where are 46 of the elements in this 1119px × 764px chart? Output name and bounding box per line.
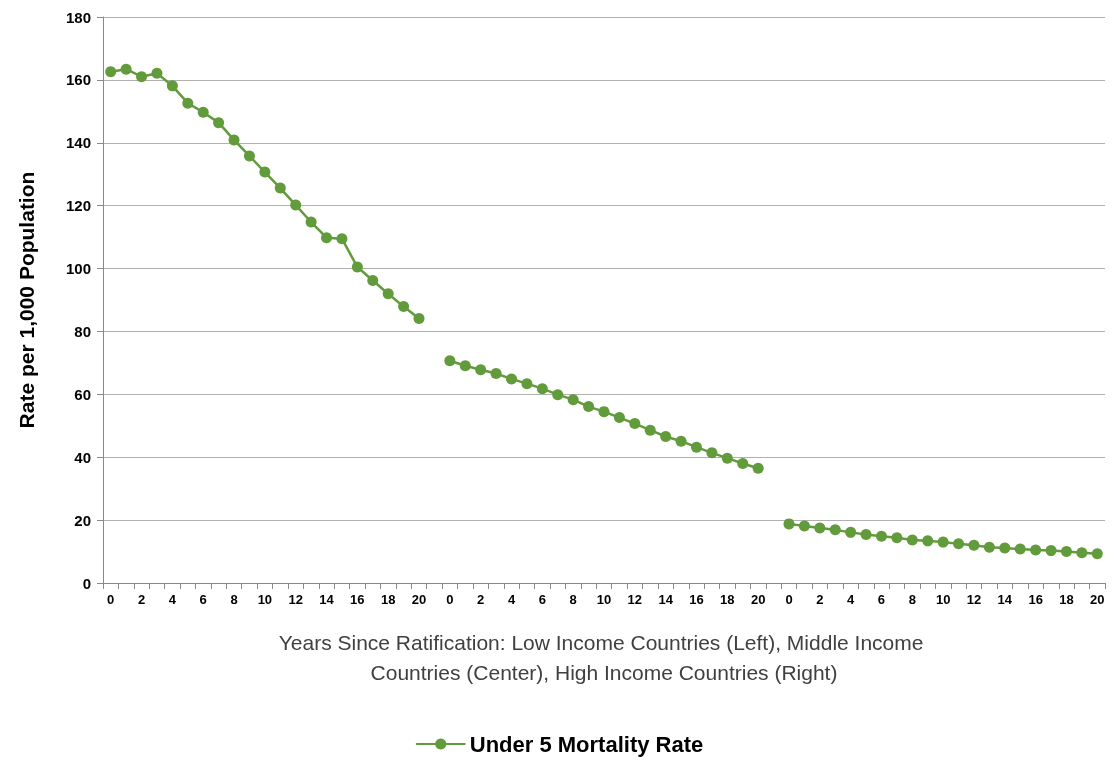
x-tick-label: 10 [257,592,273,607]
x-tick-label: 20 [750,592,766,607]
x-tick-label: 10 [935,592,951,607]
x-tick-label: 6 [877,592,886,607]
x-tick-label: 20 [1090,592,1105,607]
x-tick-label: 2 [816,592,824,607]
x-tick-label: 4 [847,592,856,607]
x-tick-label: 14 [319,592,335,607]
x-tick-label: 16 [689,592,704,607]
x-tick-label: 18 [380,592,396,607]
x-tick-label: 12 [288,592,303,607]
x-tick-label: 10 [596,592,612,607]
legend-label: Under 5 Mortality Rate [469,731,704,757]
x-axis-title: Years Since Ratification: Low Income Countries (Left), Middle Income Countries (Center), High Income Countries (Right) [278,630,930,684]
x-tick-label: 18 [1059,592,1074,607]
y-axis-title: Rate per 1,000 Population [15,171,38,429]
y-tick-label: 80 [74,322,91,340]
x-tick-label: 16 [1028,592,1043,607]
x-tick-label: 14 [997,592,1013,607]
x-tick-label: 16 [350,592,365,607]
x-tick-label: 6 [199,592,207,607]
x-tick-label: 14 [658,592,674,607]
y-tick-label: 120 [65,197,91,215]
y-tick-label: 140 [65,134,91,152]
y-tick-label: 0 [82,574,91,592]
y-tick-label: 160 [65,71,91,89]
x-tick-label: 6 [538,592,546,607]
x-tick-label: 0 [107,592,115,607]
x-tick-label: 8 [908,592,916,607]
x-tick-label: 2 [477,592,485,607]
y-tick-label: 20 [74,511,91,529]
x-tick-label: 4 [507,592,516,607]
x-tick-label: 2 [137,592,146,607]
y-tick-label: 100 [65,260,91,278]
y-tick-label: 60 [74,385,91,403]
x-tick-label: 18 [720,592,735,607]
x-tick-label: 8 [230,592,238,607]
x-tick-label: 0 [785,592,793,607]
x-tick-label: 4 [168,592,177,607]
x-tick-label: 8 [569,592,577,607]
x-tick-label: 0 [446,592,454,607]
x-tick-label: 20 [411,592,427,607]
x-tick-label: 12 [966,592,982,607]
x-tick-label: 12 [627,592,643,607]
y-tick-label: 180 [65,8,91,26]
y-tick-label: 40 [74,448,91,466]
